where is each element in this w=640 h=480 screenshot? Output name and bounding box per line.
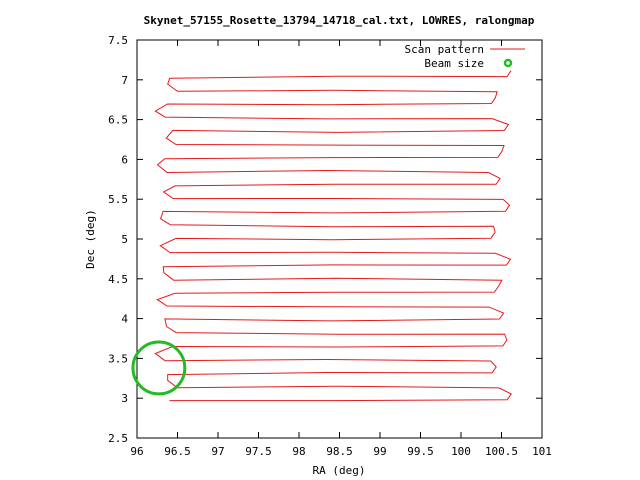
y-tick-label: 4.5 [108,273,128,286]
x-axis: 96 96.5 97 97.5 98 98.5 99 99.5 100 100.5 101 [130,40,552,458]
x-tick-label: 99 [373,445,386,458]
y-tick-label: 5 [121,233,128,246]
y-tick-label: 6 [121,153,128,166]
y-tick-label: 6.5 [108,114,128,127]
x-tick-label: 99.5 [407,445,434,458]
y-tick-label: 7.5 [108,34,128,47]
x-tick-label: 98 [292,445,305,458]
x-axis-label: RA (deg) [313,464,366,477]
scan-pattern-series [154,70,512,402]
legend: Scan pattern Beam size [405,43,525,70]
x-tick-label: 97 [211,445,224,458]
legend-swatch-beam-size [503,58,513,68]
scan-pattern-line [154,70,512,402]
legend-label-beam-size: Beam size [424,57,484,70]
x-tick-label: 97.5 [245,445,272,458]
chart-title: Skynet_57155_Rosette_13794_14718_cal.txt… [144,14,535,27]
x-tick-label: 100 [451,445,471,458]
y-tick-label: 3 [121,392,128,405]
y-tick-label: 2.5 [108,432,128,445]
y-tick-label: 5.5 [108,193,128,206]
x-tick-label: 98.5 [326,445,353,458]
y-tick-label: 7 [121,74,128,87]
x-tick-label: 96 [130,445,143,458]
x-tick-label: 96.5 [164,445,191,458]
y-axis-label: Dec (deg) [84,209,97,269]
y-axis: 2.5 3 3.5 4 4.5 5 5.5 6 6.5 7 7.5 [108,34,542,445]
legend-label-scan-pattern: Scan pattern [405,43,484,56]
x-tick-label: 101 [532,445,552,458]
y-tick-label: 4 [121,313,128,326]
beam-size-circle [131,340,187,396]
y-tick-label: 3.5 [108,352,128,365]
x-tick-label: 100.5 [485,445,518,458]
